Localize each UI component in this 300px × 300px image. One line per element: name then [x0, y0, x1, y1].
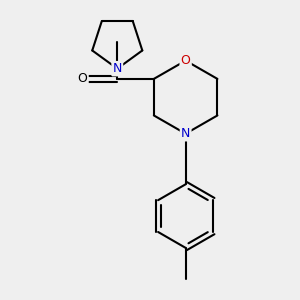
Text: O: O — [78, 72, 88, 86]
Text: N: N — [112, 62, 122, 75]
Text: O: O — [181, 54, 190, 67]
Text: N: N — [181, 127, 190, 140]
